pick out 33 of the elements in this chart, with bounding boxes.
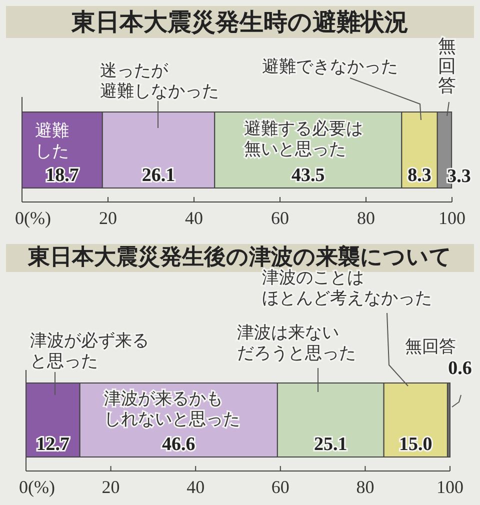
data-label: 8.3 [408, 165, 432, 186]
x-tick-label: 0(%) [15, 208, 51, 228]
x-tick-label: 20 [102, 477, 120, 497]
x-tick-label: 80 [357, 208, 375, 228]
series-label: 避難した [35, 121, 69, 162]
series-label: 津波は来ないだろうと思った [237, 323, 356, 364]
series-label: 津波が来るかもしれないと思った [104, 389, 240, 430]
x-tick-label: 100 [438, 208, 466, 228]
x-tick-label: 40 [185, 208, 203, 228]
series-label: 避難する必要は無いと思った [244, 119, 363, 160]
text: 津波のことはほとんど考えなかった [262, 268, 432, 309]
data-label: 26.1 [142, 165, 176, 186]
series-label: 津波が必ず来ると思った [30, 331, 149, 372]
data-label: 43.5 [292, 165, 325, 186]
series-label: 無回答 [438, 36, 456, 97]
data-label: 46.6 [162, 434, 196, 455]
data-label: 25.1 [314, 434, 348, 455]
x-tick-label: 100 [436, 477, 464, 497]
series-label: 無回答 [405, 337, 456, 357]
chart-title: 東日本大震災発生時の避難状況 [70, 8, 408, 36]
series-label: 迷ったが避難しなかった [100, 61, 219, 102]
data-label: 12.7 [36, 434, 70, 455]
text: 避難できなかった [262, 57, 398, 77]
data-label: 18.7 [46, 165, 80, 186]
x-tick-label: 40 [186, 477, 205, 497]
x-tick-label: 20 [99, 208, 117, 228]
chart-title: 東日本大震災発生後の津波の来襲について [27, 244, 452, 270]
x-tick-label: 60 [271, 208, 289, 228]
data-label: 0.6 [448, 358, 472, 379]
x-tick-label: 80 [356, 477, 374, 497]
x-tick-label: 60 [271, 477, 290, 497]
x-tick-label: 0(%) [19, 477, 55, 497]
data-label: 15.0 [399, 434, 432, 455]
